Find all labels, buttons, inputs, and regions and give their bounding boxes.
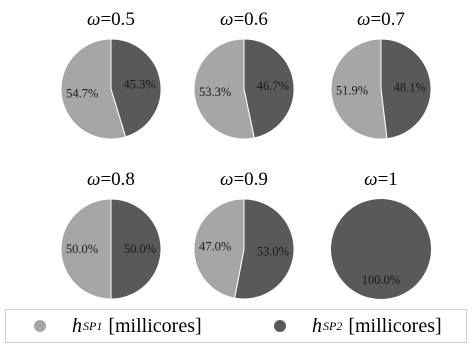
legend-superscript-sp2: SP2: [323, 318, 343, 333]
pie-1: ω=0.5 45.3% 54.7%: [60, 9, 162, 140]
pie-label-sp1: 53.3%: [199, 85, 231, 99]
pie-title-value: =0.8: [100, 169, 134, 190]
pie-title: ω=0.6: [220, 9, 268, 30]
pie-slice-sp1: [193, 198, 245, 299]
pie-slice-sp1: [193, 38, 255, 140]
pie-title: ω=0.8: [87, 169, 135, 190]
pie-label-sp2: 53.0%: [257, 245, 289, 259]
chart-legend: h SP1 [millicores] h SP2 [millicores]: [5, 309, 467, 343]
pie-slice-sp2: [110, 198, 162, 300]
pie-label-sp1: 51.9%: [336, 84, 368, 98]
pie-4: ω=0.8 50.0% 50.0%: [60, 169, 162, 300]
pie-slice-sp1: [330, 38, 388, 140]
pie-title-value: =0.7: [370, 9, 404, 30]
pie-title-symbol: ω: [357, 9, 370, 30]
pie-label-sp2: 100.0%: [362, 273, 401, 287]
pie-6: ω=1 100.0%: [331, 169, 431, 299]
pie-slice-sp2: [234, 198, 295, 300]
pie-slice-sp2: [380, 38, 432, 140]
legend-unit-sp2: [millicores]: [348, 314, 442, 337]
legend-superscript-sp1: SP1: [83, 318, 103, 333]
pie-title-symbol: ω: [87, 169, 100, 190]
pie-title-value: =0.5: [100, 9, 134, 30]
pie-slice-sp2: [243, 38, 295, 139]
pie-slice-sp2: [110, 38, 162, 138]
pie-title: ω=0.5: [87, 9, 135, 30]
pie-label-sp2: 48.1%: [394, 80, 426, 94]
legend-symbol-sp2: h: [312, 314, 322, 337]
pie-title-symbol: ω: [87, 9, 100, 30]
pie-label-sp1: 47.0%: [199, 239, 231, 253]
pie-title-value: =0.9: [233, 169, 267, 190]
pie-title-value: =0.6: [233, 9, 267, 30]
pie-label-sp2: 50.0%: [124, 242, 156, 256]
pie-label-sp2: 46.7%: [257, 79, 289, 93]
pie-label-sp1: 54.7%: [66, 86, 98, 100]
pie-5: ω=0.9 53.0% 47.0%: [193, 169, 295, 300]
legend-swatch-sp2: [274, 320, 286, 332]
pie-2: ω=0.6 46.7% 53.3%: [193, 9, 295, 140]
pie-title: ω=0.7: [357, 9, 405, 30]
pie-title-symbol: ω: [364, 169, 377, 190]
pie-title-symbol: ω: [220, 9, 233, 30]
pie-label-sp1: 50.0%: [66, 242, 98, 256]
legend-swatch-sp1: [34, 320, 46, 332]
pie-title: ω=1: [364, 169, 398, 190]
pie-slice-sp1: [60, 198, 112, 300]
legend-item-sp1: h SP1 [millicores]: [34, 310, 202, 342]
legend-item-sp2: h SP2 [millicores]: [274, 310, 442, 342]
pie-label-sp2: 45.3%: [124, 78, 156, 92]
pie-title-value: =1: [378, 169, 398, 190]
pie-3: ω=0.7 48.1% 51.9%: [330, 9, 432, 140]
pie-title: ω=0.9: [220, 169, 268, 190]
pie-title-symbol: ω: [220, 169, 233, 190]
pie-slice-sp2: [331, 199, 431, 299]
pie-slice-sp1: [60, 38, 127, 140]
legend-unit-sp1: [millicores]: [108, 314, 202, 337]
legend-symbol-sp1: h: [72, 314, 82, 337]
